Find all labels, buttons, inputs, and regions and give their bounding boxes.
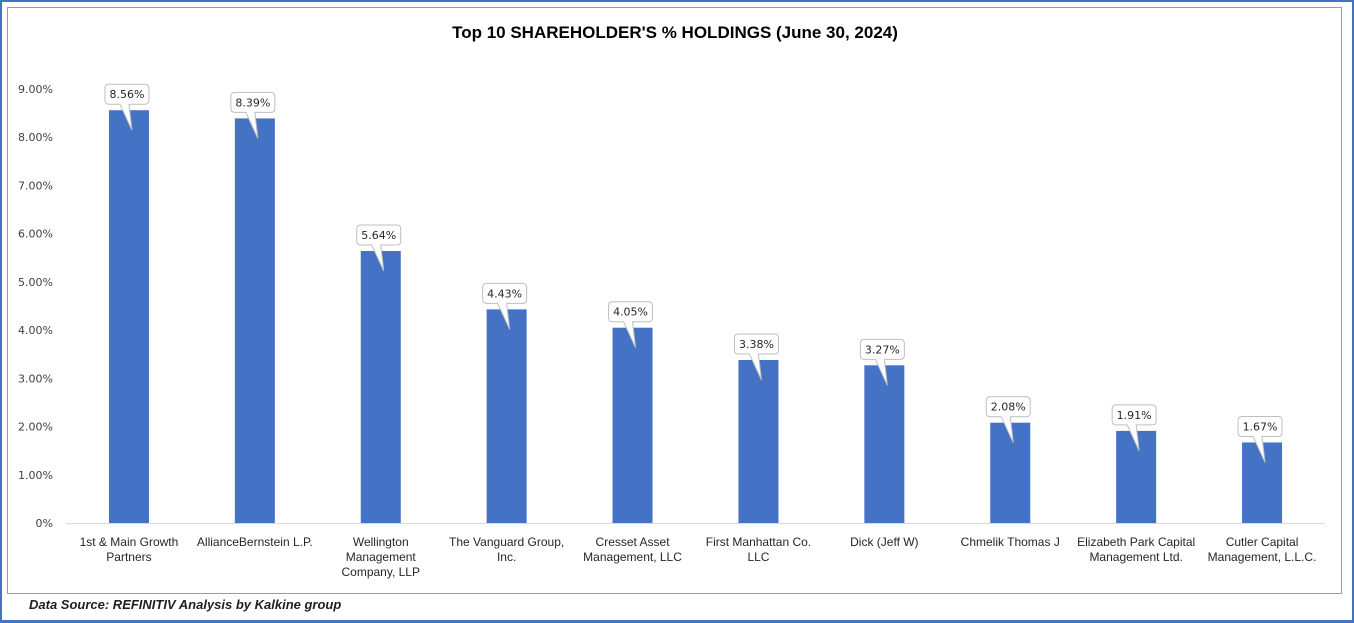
bar xyxy=(1116,430,1157,523)
bars xyxy=(108,110,1283,524)
data-label-callout xyxy=(1237,415,1283,463)
data-label: 1.67% xyxy=(1237,415,1283,463)
bar-chart: Top 10 SHAREHOLDER'S % HOLDINGS (June 30… xyxy=(18,23,1325,579)
x-tick-label-line: 1st & Main Growth xyxy=(80,535,179,549)
x-tick-label-line: Wellington xyxy=(353,535,409,549)
y-tick-label: 3.00% xyxy=(18,372,53,385)
chart-title: Top 10 SHAREHOLDER'S % HOLDINGS (June 30… xyxy=(452,23,898,42)
bar xyxy=(864,365,905,523)
data-label-text: 8.56% xyxy=(109,88,144,101)
x-tick-label-line: Company, LLP xyxy=(342,565,421,579)
y-tick-label: 7.00% xyxy=(18,179,53,192)
x-tick-label-line: Dick (Jeff W) xyxy=(850,535,918,549)
x-tick-label: AllianceBernstein L.P. xyxy=(197,535,313,549)
x-tick-label-line: Chmelik Thomas J xyxy=(961,535,1060,549)
y-tick-label: 5.00% xyxy=(18,276,53,289)
bar xyxy=(738,360,779,523)
x-tick-label: Cresset Asset Management, LLC xyxy=(583,535,682,564)
data-label-text: 3.27% xyxy=(865,343,900,356)
x-tick-label: 1st & Main Growth Partners xyxy=(80,535,179,564)
data-label-callout xyxy=(1111,404,1157,452)
x-tick-label-line: Management, L.L.C. xyxy=(1208,550,1317,564)
data-label: 1.91% xyxy=(1111,404,1157,452)
bar xyxy=(108,110,149,524)
bar xyxy=(612,327,653,523)
x-tick-label-line: LLC xyxy=(747,550,769,564)
y-tick-label: 6.00% xyxy=(18,228,53,241)
x-tick-label: Chmelik Thomas J xyxy=(961,535,1060,549)
data-label-callout xyxy=(859,338,905,386)
data-label: 2.08% xyxy=(985,396,1031,443)
y-tick-label: 4.00% xyxy=(18,324,53,337)
data-label-callout xyxy=(482,282,528,330)
y-tick-label: 1.00% xyxy=(18,469,53,482)
data-label: 4.43% xyxy=(482,282,528,330)
x-tick-label: Wellington Management Company, LLP xyxy=(342,535,421,579)
x-tick-label: The Vanguard Group, Inc. xyxy=(449,535,564,564)
x-tick-label-line: Management Ltd. xyxy=(1089,550,1182,564)
data-label-text: 4.43% xyxy=(487,287,522,300)
bar xyxy=(990,422,1031,523)
data-label-callout xyxy=(985,396,1031,443)
x-tick-label-line: Elizabeth Park Capital xyxy=(1077,535,1195,549)
data-label: 4.05% xyxy=(608,301,654,348)
data-label-callout xyxy=(733,333,779,381)
x-tick-label-line: Partners xyxy=(106,550,151,564)
x-tick-label-line: Inc. xyxy=(497,550,516,564)
y-tick-label: 0% xyxy=(36,517,53,530)
x-tick-label-line: Cutler Capital xyxy=(1226,535,1299,549)
bar xyxy=(486,309,527,523)
data-label-callout xyxy=(608,301,654,348)
data-label-callout xyxy=(356,224,402,272)
x-tick-label-line: First Manhattan Co. xyxy=(706,535,811,549)
data-label: 5.64% xyxy=(356,224,402,272)
x-tick-label-line: Cresset Asset xyxy=(596,535,671,549)
data-label-text: 1.91% xyxy=(1117,409,1152,422)
y-tick-label: 8.00% xyxy=(18,131,53,144)
data-label-text: 4.05% xyxy=(613,306,648,319)
data-label: 3.38% xyxy=(733,333,779,381)
data-source-note: Data Source: REFINITIV Analysis by Kalki… xyxy=(29,597,342,612)
y-axis: 0% 1.00% 2.00% 3.00% 4.00% 5.00% 6.00% 7.00% 8.0… xyxy=(18,83,1325,530)
x-tick-label-line: The Vanguard Group, xyxy=(449,535,564,549)
data-label-text: 2.08% xyxy=(991,401,1026,414)
data-labels: 8.56% 8.39% 5.64% 4.43% 4.05% 3.38% 3.27% 2.08%… xyxy=(104,83,1283,463)
data-label-text: 8.39% xyxy=(235,96,270,109)
data-label-callout xyxy=(230,91,276,139)
data-label-text: 5.64% xyxy=(361,229,396,242)
x-tick-label: Cutler Capital Management, L.L.C. xyxy=(1208,535,1317,564)
x-tick-label: First Manhattan Co. LLC xyxy=(706,535,811,564)
data-label-text: 3.38% xyxy=(739,338,774,351)
x-tick-label: Elizabeth Park Capital Management Ltd. xyxy=(1077,535,1195,564)
x-tick-label-line: Management xyxy=(346,550,417,564)
bar xyxy=(234,118,275,523)
data-label: 3.27% xyxy=(859,338,905,386)
data-label: 8.39% xyxy=(230,91,276,139)
x-tick-label-line: AllianceBernstein L.P. xyxy=(197,535,313,549)
x-axis: 1st & Main Growth Partners AllianceBernste… xyxy=(80,535,1317,579)
data-label-callout xyxy=(104,83,150,131)
bar xyxy=(360,251,401,523)
y-tick-label: 2.00% xyxy=(18,421,53,434)
data-label: 8.56% xyxy=(104,83,150,131)
data-label-text: 1.67% xyxy=(1243,420,1278,433)
x-tick-label-line: Management, LLC xyxy=(583,550,682,564)
x-tick-label: Dick (Jeff W) xyxy=(850,535,918,549)
y-tick-label: 9.00% xyxy=(18,83,53,96)
